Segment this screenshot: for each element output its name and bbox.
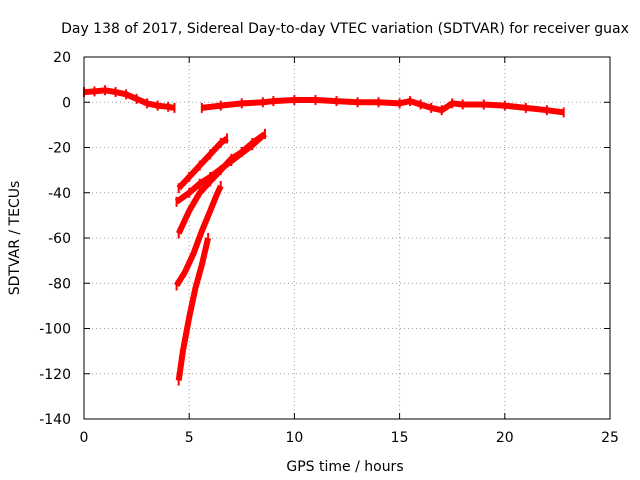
ticks: 0 5 10 15 20 25 20 0 -20 -40 -60 -80 -100 -120 -140	[39, 50, 619, 446]
x-tick-label: 5	[185, 430, 194, 446]
series-arc-7	[175, 233, 212, 386]
y-tick-label: -60	[48, 231, 71, 247]
series-arc-6	[174, 180, 224, 291]
y-tick-label: 20	[53, 50, 71, 66]
y-tick-label: -120	[39, 367, 71, 383]
grid	[84, 57, 610, 419]
y-tick-label: -80	[48, 276, 71, 292]
x-axis-label: GPS time / hours	[286, 459, 403, 475]
y-tick-label: -100	[39, 322, 71, 338]
y-tick-label: -20	[48, 141, 71, 157]
x-tick-label: 15	[391, 430, 409, 446]
series-arc-1	[83, 85, 176, 113]
y-tick-label: -140	[39, 412, 71, 428]
series-arc-2	[200, 94, 565, 118]
series-line	[83, 87, 176, 111]
series-line	[201, 97, 565, 116]
x-tick-label: 20	[496, 430, 514, 446]
series-arc-5	[175, 128, 267, 239]
x-tick-label: 25	[601, 430, 619, 446]
series-layer	[83, 85, 565, 386]
y-tick-label: -40	[48, 186, 71, 202]
x-tick-label: 10	[285, 430, 303, 446]
series-arc-3	[176, 133, 229, 194]
y-axis-label: SDTVAR / TECUs	[7, 181, 23, 296]
x-tick-label: 0	[80, 430, 89, 446]
y-tick-label: 0	[62, 95, 71, 111]
chart-title: Day 138 of 2017, Sidereal Day-to-day VTE…	[61, 21, 629, 37]
series-line	[176, 135, 229, 191]
